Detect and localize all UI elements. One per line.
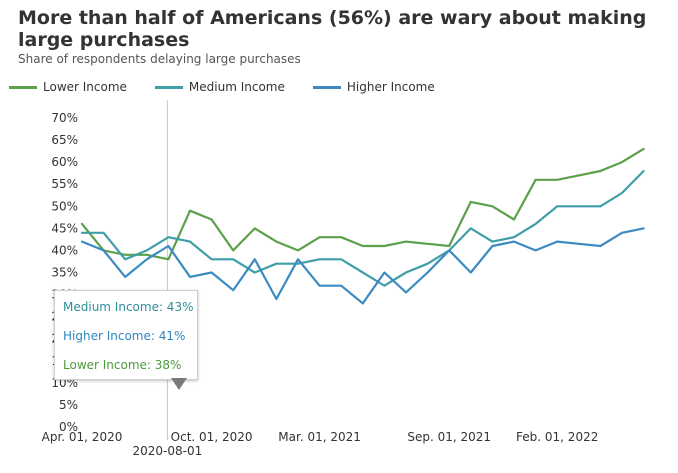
chart-title: More than half of Americans (56%) are wa…: [18, 7, 647, 51]
y-tick-label: 40%: [51, 243, 78, 257]
series-line-higher-income: [80, 227, 645, 305]
legend: Lower Income Medium Income Higher Income: [9, 80, 463, 94]
x-tick-label: Oct. 01, 2020: [171, 430, 253, 444]
tooltip-pointer: [171, 378, 187, 390]
crosshair-date-label: 2020-08-01: [133, 444, 203, 458]
x-tick-label: Sep. 01, 2021: [407, 430, 491, 444]
tooltip-medium-income: Medium Income: 43%: [63, 300, 194, 314]
series-line-medium-income: [80, 169, 645, 287]
legend-swatch-medium-income: [154, 85, 183, 89]
series-line-lower-income: [80, 147, 645, 261]
y-tick-label: 65%: [51, 133, 78, 147]
y-tick-label: 45%: [51, 221, 78, 235]
legend-item-higher-income[interactable]: Higher Income: [312, 80, 435, 94]
y-tick-label: 5%: [59, 398, 78, 412]
hover-tooltip: Medium Income: 43% Higher Income: 41% Lo…: [54, 290, 198, 380]
legend-label-lower-income: Lower Income: [43, 80, 127, 94]
legend-label-medium-income: Medium Income: [188, 80, 285, 94]
x-tick-label: Apr. 01, 2020: [42, 430, 123, 444]
y-tick-label: 55%: [51, 177, 78, 191]
legend-swatch-lower-income: [9, 85, 37, 89]
legend-label-higher-income: Higher Income: [346, 80, 435, 94]
y-tick-label: 50%: [51, 199, 78, 213]
tooltip-lower-income: Lower Income: 38%: [63, 358, 182, 372]
y-tick-label: 60%: [51, 155, 78, 169]
x-tick-label: Mar. 01, 2021: [278, 430, 361, 444]
tooltip-higher-income: Higher Income: 41%: [63, 329, 186, 343]
y-tick-label: 0%: [59, 420, 78, 434]
y-tick-label: 70%: [51, 111, 78, 125]
legend-item-lower-income[interactable]: Lower Income: [9, 80, 127, 94]
chart-subtitle: Share of respondents delaying large purc…: [18, 52, 301, 66]
legend-item-medium-income[interactable]: Medium Income: [154, 80, 285, 94]
x-tick-label: Feb. 01, 2022: [516, 430, 598, 444]
y-tick-label: 35%: [51, 266, 78, 280]
legend-swatch-higher-income: [312, 85, 341, 89]
